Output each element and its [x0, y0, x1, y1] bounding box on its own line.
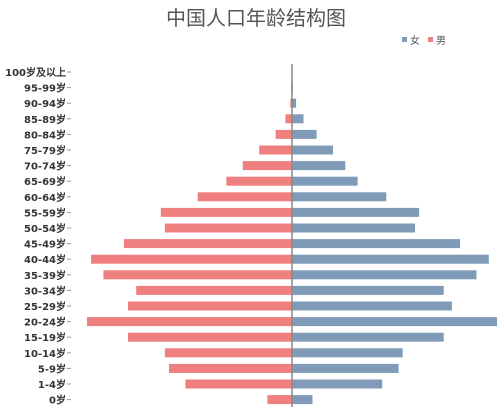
bar-male: [267, 395, 292, 405]
bar-female: [292, 363, 399, 373]
bar-male: [128, 301, 292, 311]
category-label: 80-84岁: [24, 128, 66, 141]
category-label: 70-74岁: [24, 160, 66, 173]
category-label: 15-19岁: [24, 331, 66, 344]
bar-male: [136, 285, 292, 295]
bar-female: [292, 317, 497, 327]
category-label: 95-99岁: [24, 82, 66, 95]
legend: 女男: [402, 34, 446, 47]
bar-female: [292, 129, 317, 139]
bar-male: [290, 98, 292, 108]
bar-female: [292, 348, 403, 358]
bar-male: [185, 379, 292, 389]
category-label: 30-34岁: [24, 284, 66, 297]
bar-male: [259, 145, 292, 155]
bar-male: [164, 223, 292, 233]
category-label: 35-39岁: [24, 269, 66, 282]
legend-label: 女: [410, 34, 420, 47]
bar-female: [292, 207, 420, 217]
bar-female: [292, 145, 333, 155]
legend-swatch: [402, 37, 407, 42]
category-label: 55-59岁: [24, 206, 66, 219]
category-label: 85-89岁: [24, 113, 66, 126]
bar-male: [285, 114, 292, 124]
bar-female: [292, 114, 304, 124]
bar-female: [292, 176, 358, 186]
category-label: 20-24岁: [24, 316, 66, 329]
bar-male: [160, 207, 292, 217]
category-label: 100岁及以上: [5, 66, 66, 79]
category-label: 45-49岁: [24, 238, 66, 251]
bar-female: [292, 395, 313, 405]
bar-male: [169, 363, 292, 373]
bar-male: [242, 161, 292, 171]
category-label: 90-94岁: [24, 97, 66, 110]
category-label: 75-79岁: [24, 144, 66, 157]
legend-swatch: [428, 37, 433, 42]
category-label: 5-9岁: [38, 362, 66, 375]
bar-female: [292, 161, 346, 171]
bar-male: [275, 129, 292, 139]
bar-female: [292, 254, 489, 264]
bar-male: [128, 332, 292, 342]
category-label: 0岁: [49, 394, 66, 407]
bars-group: [87, 83, 497, 405]
bar-male: [197, 192, 292, 202]
category-label: 25-29岁: [24, 300, 66, 313]
legend-label: 男: [436, 35, 446, 47]
bar-female: [292, 270, 477, 280]
bar-female: [292, 223, 415, 233]
category-label: 10-14岁: [24, 347, 66, 360]
bar-male: [123, 239, 293, 249]
bar-female: [292, 192, 387, 202]
bar-male: [87, 317, 292, 327]
bar-female: [292, 285, 444, 295]
bar-male: [226, 176, 292, 186]
category-label: 65-69岁: [24, 175, 66, 188]
category-label: 50-54岁: [24, 222, 66, 235]
bar-female: [292, 239, 461, 249]
category-label: 60-64岁: [24, 191, 66, 204]
chart-title: 中国人口年龄结构图: [166, 6, 346, 30]
category-labels: 100岁及以上 95-99岁 90-94岁 85-89岁 80-84岁 75-79岁 70-…: [5, 66, 71, 407]
category-label: 1-4岁: [38, 378, 66, 391]
bar-female: [292, 301, 452, 311]
bar-female: [292, 332, 444, 342]
category-label: 40-44岁: [24, 253, 66, 266]
bar-male: [91, 254, 292, 264]
bar-female: [292, 379, 383, 389]
bar-male: [103, 270, 293, 280]
bar-female: [292, 98, 297, 108]
bar-male: [164, 348, 292, 358]
